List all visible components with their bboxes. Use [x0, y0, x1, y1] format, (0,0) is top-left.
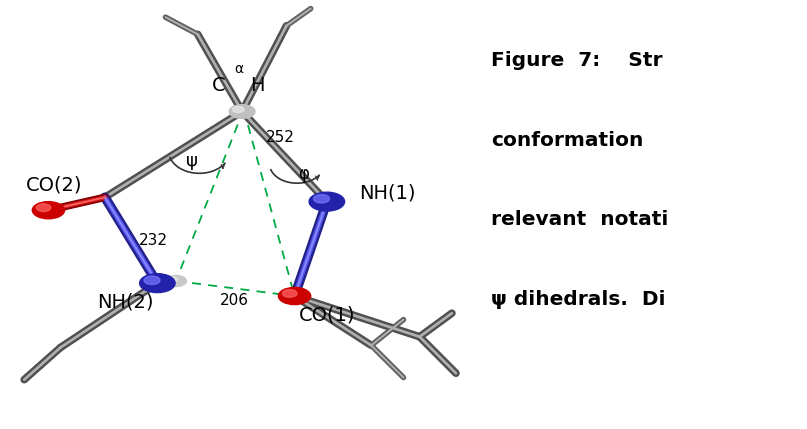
- Text: conformation: conformation: [491, 131, 643, 150]
- Text: C: C: [212, 76, 226, 95]
- Text: α: α: [234, 62, 243, 76]
- Text: NH(1): NH(1): [359, 184, 416, 202]
- Text: NH(2): NH(2): [97, 293, 153, 312]
- Circle shape: [144, 276, 160, 284]
- Text: ψ: ψ: [186, 152, 198, 170]
- Circle shape: [278, 287, 311, 305]
- Circle shape: [168, 277, 178, 282]
- Circle shape: [232, 106, 244, 112]
- Text: relevant  notati: relevant notati: [491, 210, 668, 229]
- Text: 252: 252: [266, 130, 295, 145]
- Circle shape: [229, 105, 255, 118]
- Circle shape: [32, 202, 65, 219]
- Text: CO(2): CO(2): [26, 176, 82, 195]
- Circle shape: [309, 192, 345, 211]
- Circle shape: [282, 290, 297, 297]
- Text: CO(1): CO(1): [299, 306, 355, 325]
- Text: Figure  7:    Str: Figure 7: Str: [491, 51, 663, 70]
- Text: ψ dihedrals.  Di: ψ dihedrals. Di: [491, 290, 665, 308]
- Text: φ: φ: [299, 165, 309, 183]
- Circle shape: [36, 204, 51, 211]
- Circle shape: [313, 194, 329, 203]
- Text: 206: 206: [220, 293, 249, 308]
- Text: H: H: [250, 76, 265, 95]
- Circle shape: [140, 274, 175, 293]
- Circle shape: [165, 275, 186, 287]
- Text: 232: 232: [139, 233, 168, 248]
